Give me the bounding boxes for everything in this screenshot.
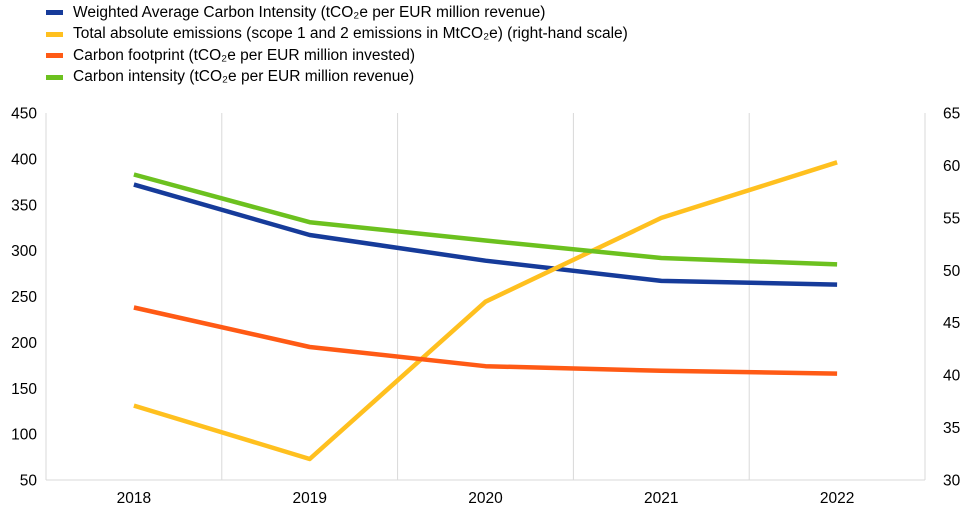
series-line-total-emissions [133,160,838,462]
legend-item-wacI: Weighted Average Carbon Intensity (tCO₂e… [46,2,628,24]
y-right-tick-label: 30 [943,473,961,490]
legend-label-total-emissions: Total absolute emissions (scope 1 and 2 … [73,25,628,43]
series-line-carbon-footprint [133,305,838,376]
x-tick-label: 2022 [820,490,854,507]
legend-label-wacI: Weighted Average Carbon Intensity (tCO₂e… [73,3,546,21]
legend-swatch-carbon-footprint [46,53,63,59]
series-line-wacI [133,182,838,287]
y-left-tick-label: 300 [11,243,37,260]
y-left-tick-label: 350 [11,197,37,214]
y-left-tick-label: 450 [11,106,37,123]
y-right-tick-label: 40 [943,368,961,385]
legend-item-carbon-intensity: Carbon intensity (tCO₂e per EUR million … [46,67,628,89]
y-right-tick-label: 50 [943,263,961,280]
legend-label-carbon-footprint: Carbon footprint (tCO₂e per EUR million … [73,46,415,64]
y-right-tick-label: 45 [943,315,960,332]
y-left-tick-label: 50 [20,473,38,490]
y-left-tick-label: 200 [11,335,37,352]
legend-item-carbon-footprint: Carbon footprint (tCO₂e per EUR million … [46,45,628,67]
legend-item-total-emissions: Total absolute emissions (scope 1 and 2 … [46,24,628,46]
y-right-tick-label: 55 [943,210,960,227]
y-left-tick-label: 100 [11,427,37,444]
x-tick-label: 2018 [117,490,151,507]
gridlines [45,113,926,481]
legend-label-carbon-intensity: Carbon intensity (tCO₂e per EUR million … [73,68,415,86]
y-left-tick-label: 400 [11,151,37,168]
legend-swatch-wacI [46,10,63,16]
x-tick-label: 2020 [468,490,503,507]
y-right-tick-label: 60 [943,158,961,175]
y-right-tick-label: 35 [943,420,960,437]
axes: 50 100 150 200 250 300 350 400 450 30 35 40 45 50 55 60… [11,106,960,508]
y-left-tick-label: 150 [11,381,37,398]
y-right-tick-label: 65 [943,106,960,123]
legend-swatch-total-emissions [46,31,63,37]
series-lines [133,160,838,462]
y-left-tick-label: 250 [11,289,37,306]
series-line-carbon-intensity [133,172,838,267]
legend-swatch-carbon-intensity [46,74,63,80]
legend: Weighted Average Carbon Intensity (tCO₂e… [46,2,628,88]
x-tick-label: 2019 [292,490,326,507]
x-tick-label: 2021 [644,490,678,507]
